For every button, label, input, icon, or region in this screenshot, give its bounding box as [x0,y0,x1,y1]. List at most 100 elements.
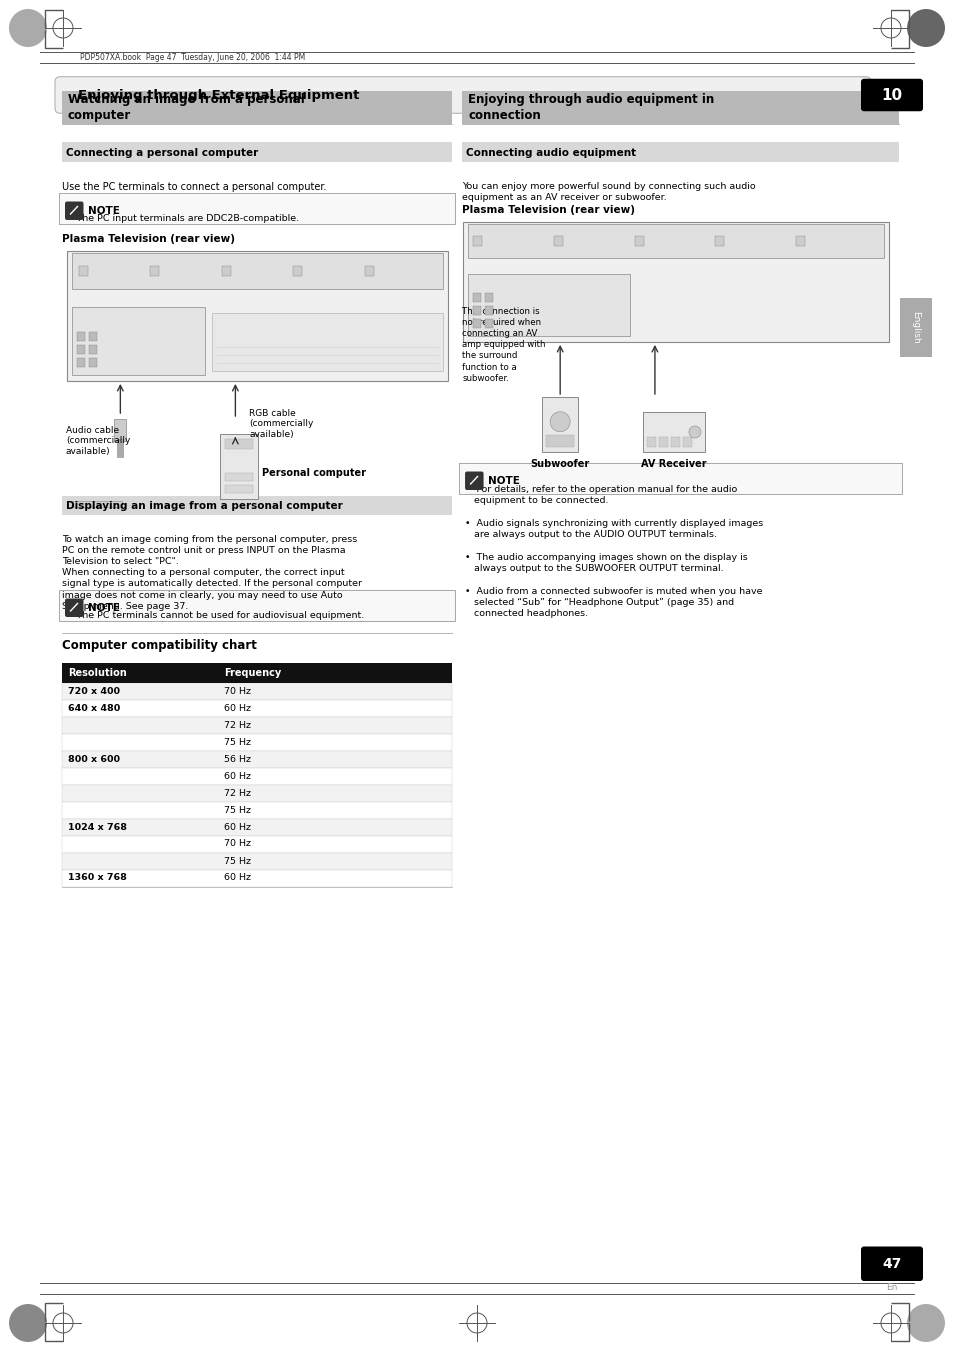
Text: •  The PC terminals cannot be used for audiovisual equipment.: • The PC terminals cannot be used for au… [65,611,364,620]
Text: PDP507XA.book  Page 47  Tuesday, June 20, 2006  1:44 PM: PDP507XA.book Page 47 Tuesday, June 20, … [80,53,305,62]
Bar [67,251,448,381]
Bar [89,332,97,340]
FancyBboxPatch shape [59,590,455,621]
Bar [715,236,723,246]
Text: Enjoying through External Equipment: Enjoying through External Equipment [78,89,359,101]
Text: Watching an image from a personal
computer: Watching an image from a personal comput… [68,93,304,122]
Bar [634,236,643,246]
Bar [62,751,452,767]
Text: Plasma Television (rear view): Plasma Television (rear view) [461,205,635,215]
Bar [484,319,493,328]
Bar [670,436,679,447]
FancyBboxPatch shape [65,201,84,220]
Text: AV Receiver: AV Receiver [640,459,706,469]
Bar [659,436,667,447]
Text: 60 Hz: 60 Hz [224,771,251,781]
Bar [461,142,898,162]
Bar [77,358,85,367]
Bar [220,434,258,499]
Bar [151,266,159,276]
Text: 47: 47 [882,1256,901,1271]
Bar [114,419,126,440]
Text: 720 x 400: 720 x 400 [68,686,120,696]
Circle shape [906,9,944,47]
FancyBboxPatch shape [65,598,84,617]
Text: •  For details, refer to the operation manual for the audio
   equipment to be c: • For details, refer to the operation ma… [464,485,737,505]
Text: English: English [910,311,920,345]
Bar [62,663,452,682]
Text: •  Audio from a connected subwoofer is muted when you have
   selected “Sub” for: • Audio from a connected subwoofer is mu… [464,586,761,619]
Bar [77,345,85,354]
Text: 56 Hz: 56 Hz [224,754,251,763]
Text: 75 Hz: 75 Hz [224,857,251,866]
Text: 70 Hz: 70 Hz [224,686,251,696]
Text: Connecting a personal computer: Connecting a personal computer [66,147,258,158]
Bar [213,312,442,372]
Text: Personal computer: Personal computer [262,467,366,478]
Bar [484,293,493,303]
Text: 640 x 480: 640 x 480 [68,704,120,712]
Text: NOTE: NOTE [88,603,120,612]
Text: •  Audio signals synchronizing with currently displayed images
   are always out: • Audio signals synchronizing with curre… [464,519,762,539]
Bar [62,682,452,700]
Bar [62,142,452,162]
Bar [62,734,452,751]
FancyBboxPatch shape [464,471,483,490]
Text: RGB cable
(commercially
available): RGB cable (commercially available) [249,409,314,439]
Text: 60 Hz: 60 Hz [224,874,251,882]
Text: This connection is
not required when
connecting an AV
amp equipped with
the surr: This connection is not required when con… [461,307,545,382]
Text: En: En [885,1282,897,1292]
Bar [117,439,123,457]
Bar [473,319,480,328]
Text: 72 Hz: 72 Hz [224,789,251,797]
Circle shape [550,412,570,432]
Bar [67,501,122,507]
Circle shape [9,1304,47,1342]
Bar [62,700,452,716]
Text: •  The PC input terminals are DDC2B-compatible.: • The PC input terminals are DDC2B-compa… [65,213,299,223]
Bar [62,496,452,515]
Bar [71,253,442,289]
Text: 60 Hz: 60 Hz [224,823,251,831]
Text: NOTE: NOTE [488,476,519,485]
Text: 70 Hz: 70 Hz [224,839,251,848]
Bar [541,397,578,453]
Bar [225,485,253,493]
Bar [62,819,452,835]
Text: Subwoofer: Subwoofer [530,459,589,469]
Bar [473,293,480,303]
Text: Displaying an image from a personal computer: Displaying an image from a personal comp… [66,500,342,511]
Text: •  The audio accompanying images shown on the display is
   always output to the: • The audio accompanying images shown on… [464,553,747,573]
FancyBboxPatch shape [55,77,870,113]
Text: Use the PC terminals to connect a personal computer.: Use the PC terminals to connect a person… [62,182,326,192]
Text: 1360 x 768: 1360 x 768 [68,874,127,882]
Bar [462,222,888,342]
Bar [554,236,562,246]
Bar [484,305,493,315]
Bar [62,835,452,852]
Bar [62,785,452,801]
Bar [468,274,629,336]
Text: Enjoying through audio equipment in
connection: Enjoying through audio equipment in conn… [468,93,714,122]
Bar [79,266,88,276]
Bar [225,439,253,449]
Text: Connecting audio equipment: Connecting audio equipment [466,147,636,158]
Bar [62,767,452,785]
Bar [62,716,452,734]
Bar [473,305,480,315]
Text: 800 x 600: 800 x 600 [68,754,120,763]
Bar [62,91,452,123]
Text: To watch an image coming from the personal computer, press
PC on the remote cont: To watch an image coming from the person… [62,535,361,611]
Circle shape [9,9,47,47]
Bar [293,266,302,276]
Bar [546,435,574,447]
Bar [468,224,883,258]
FancyBboxPatch shape [458,463,901,494]
Text: 1024 x 768: 1024 x 768 [68,823,127,831]
Bar [364,266,374,276]
Bar [796,236,804,246]
Text: Frequency: Frequency [224,667,281,678]
Text: 75 Hz: 75 Hz [224,805,251,815]
Text: Computer compatibility chart: Computer compatibility chart [62,639,256,653]
Bar [62,801,452,819]
